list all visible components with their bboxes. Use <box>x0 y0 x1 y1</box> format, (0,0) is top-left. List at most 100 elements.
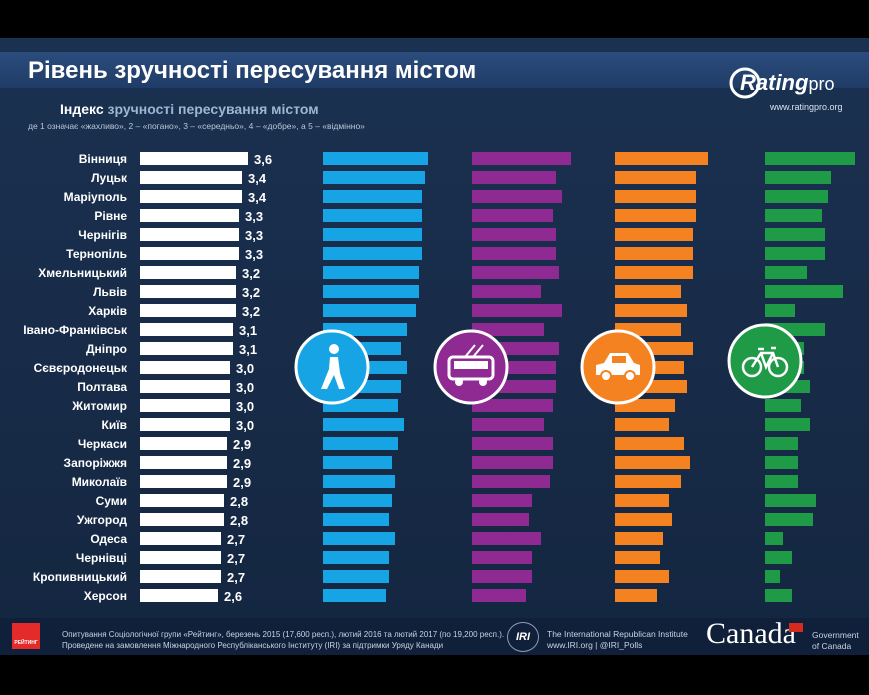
value-label: 3,2 <box>242 304 260 319</box>
bar <box>615 513 672 526</box>
bar <box>140 304 236 317</box>
city-label: Одеса <box>90 532 127 546</box>
city-label: Кропивницький <box>33 570 127 584</box>
bar <box>140 494 224 507</box>
bar <box>472 551 532 564</box>
footer-note-line2: Проведене на замовлення Міжнародного Рес… <box>62 641 444 650</box>
city-label: Чернігів <box>78 228 127 242</box>
bar <box>323 456 392 469</box>
logo-suffix: pro <box>808 74 835 94</box>
bar <box>765 228 825 241</box>
bar <box>140 247 239 260</box>
bar <box>472 513 529 526</box>
rating-group-logo: РЕЙТИНГ <box>12 623 40 649</box>
bar <box>615 209 696 222</box>
ratingpro-logo: Ratingpro www.ratingpro.org <box>728 66 858 116</box>
bar <box>323 589 386 602</box>
bar <box>472 456 553 469</box>
bar <box>765 494 816 507</box>
value-label: 2,7 <box>227 551 245 566</box>
bar <box>323 171 425 184</box>
bar <box>765 589 792 602</box>
bar <box>472 266 559 279</box>
city-label: Львів <box>93 285 127 299</box>
value-label: 2,8 <box>230 494 248 509</box>
city-label: Хмельницький <box>38 266 127 280</box>
bar <box>140 532 221 545</box>
bar <box>615 494 669 507</box>
bar <box>765 266 807 279</box>
value-label: 2,6 <box>224 589 242 604</box>
bar <box>323 266 419 279</box>
bar <box>140 589 218 602</box>
city-label: Івано-Франківськ <box>23 323 128 337</box>
value-label: 3,4 <box>248 190 267 205</box>
value-label: 2,7 <box>227 532 245 547</box>
bar <box>140 570 221 583</box>
city-label: Вінниця <box>79 152 127 166</box>
value-label: 2,9 <box>233 456 251 471</box>
bar <box>615 285 681 298</box>
bar <box>323 190 422 203</box>
bar <box>323 551 389 564</box>
bar <box>323 570 389 583</box>
chart-subtitle: Індекс зручності пересування містом <box>60 101 319 117</box>
bar <box>323 494 392 507</box>
bar <box>765 437 798 450</box>
bar <box>472 247 556 260</box>
bar <box>765 399 801 412</box>
city-label: Київ <box>102 418 127 432</box>
pedestrian-icon <box>294 329 370 405</box>
bar <box>323 304 416 317</box>
bar <box>323 437 398 450</box>
value-label: 2,8 <box>230 513 248 528</box>
bar <box>323 228 422 241</box>
bar <box>472 532 541 545</box>
bar <box>615 437 684 450</box>
value-label: 2,7 <box>227 570 245 585</box>
city-label: Сєвєродонецьк <box>34 361 128 375</box>
value-label: 3,0 <box>236 418 254 433</box>
bar <box>140 361 230 374</box>
bar <box>765 475 798 488</box>
bar <box>615 304 687 317</box>
bar <box>140 266 236 279</box>
bar <box>765 285 843 298</box>
title-bar <box>0 52 869 88</box>
city-label: Чернівці <box>76 551 127 565</box>
bar <box>615 152 708 165</box>
city-label: Рівне <box>94 209 127 223</box>
value-label: 3,0 <box>236 380 254 395</box>
bar <box>472 152 571 165</box>
iri-logo: IRI <box>507 622 539 652</box>
bar <box>323 513 389 526</box>
city-label: Черкаси <box>78 437 127 451</box>
city-label: Маріуполь <box>64 190 127 204</box>
bar <box>140 285 236 298</box>
footer <box>0 618 869 655</box>
bar <box>615 551 660 564</box>
subtitle-note: де 1 означає «жахливо», 2 – «погано», 3 … <box>28 121 365 131</box>
bar <box>472 475 550 488</box>
bar <box>140 380 230 393</box>
value-labels: 3,6 3,4 3,4 3,3 3,3 3,3 3,2 3,2 3,2 3,1 3,1 3,0 3,0 3… <box>224 152 272 604</box>
logo-text: Ratingpro <box>740 70 834 96</box>
bar <box>765 570 780 583</box>
bar <box>765 304 795 317</box>
subtitle-part1: Індекс <box>60 101 108 117</box>
value-label: 2,9 <box>233 437 251 452</box>
iri-url: www.IRI.org | @IRI_Polls <box>547 640 643 650</box>
bar <box>765 551 792 564</box>
value-label: 3,1 <box>239 323 257 338</box>
bar <box>615 589 657 602</box>
bar <box>472 418 544 431</box>
bar <box>140 437 227 450</box>
bar <box>323 285 419 298</box>
city-label: Ужгород <box>77 513 127 527</box>
value-label: 2,9 <box>233 475 251 490</box>
car-icon <box>580 329 656 405</box>
logo-url: www.ratingpro.org <box>770 102 843 112</box>
city-label: Полтава <box>77 380 127 394</box>
city-label: Миколаїв <box>72 475 127 489</box>
